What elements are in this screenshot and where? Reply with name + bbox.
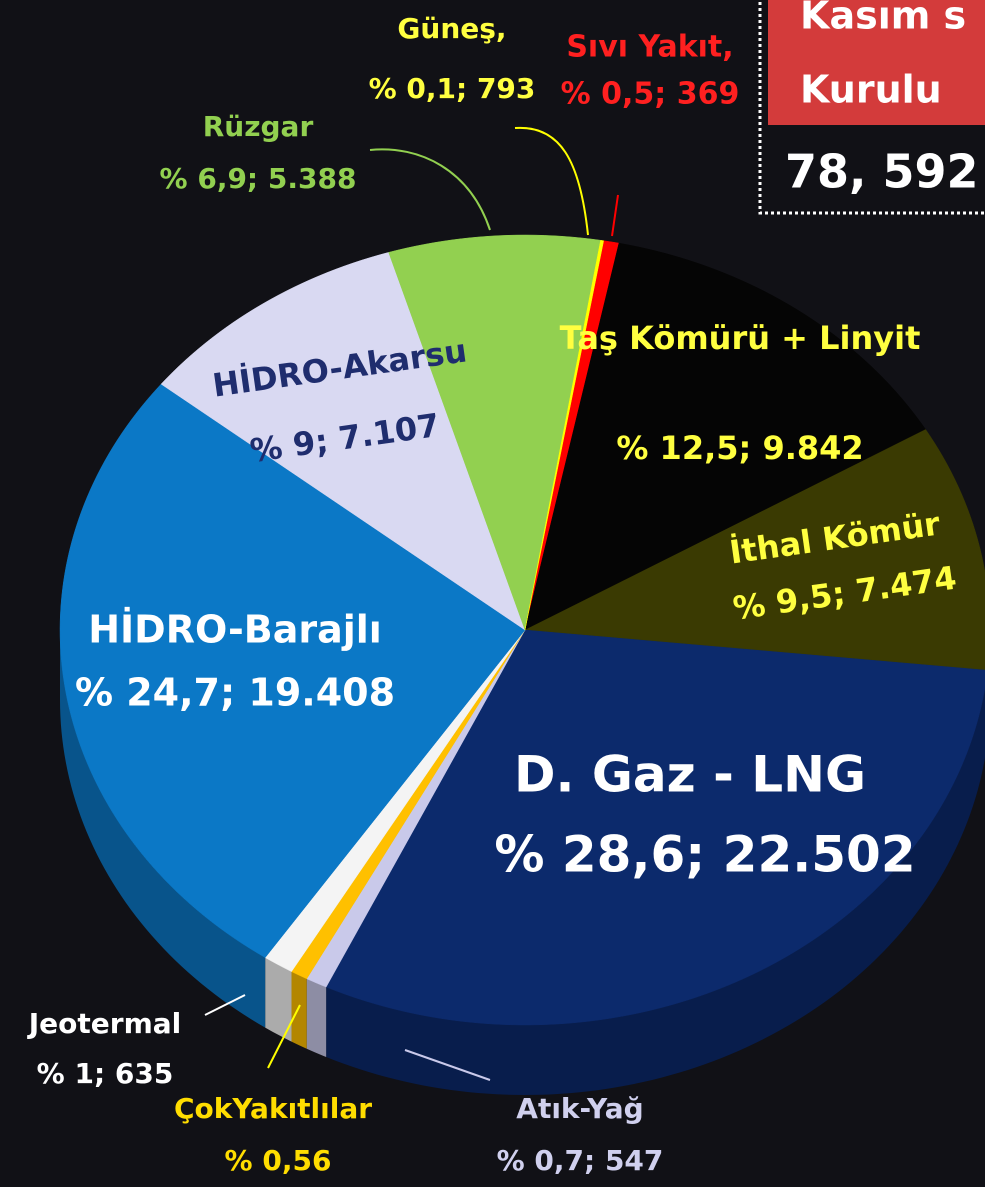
arrows xyxy=(204,126,619,1081)
slice-side xyxy=(265,957,292,1042)
box-header xyxy=(768,0,985,125)
slice xyxy=(524,239,604,631)
box-line: Kurulu xyxy=(800,68,942,112)
slice-label: D. Gaz - LNG xyxy=(514,746,866,804)
value-label: % 0,56 xyxy=(225,1144,332,1177)
slice xyxy=(524,429,985,671)
slice xyxy=(59,383,526,958)
slice-side xyxy=(291,971,307,1049)
value-label: % 1; 635 xyxy=(37,1057,174,1090)
box-border xyxy=(758,0,985,215)
slice-side xyxy=(306,978,327,1058)
slice-label: ÇokYakıtlılar xyxy=(174,1092,372,1125)
slice-label: Taş Kömürü + Linyit xyxy=(560,319,921,357)
value-label: % 24,7; 19.408 xyxy=(75,671,395,715)
slice xyxy=(524,242,927,631)
info-box: Kasım s Kurulu 78, 592 xyxy=(758,0,985,215)
value-label: % 0,5; 369 xyxy=(561,77,740,112)
slice-label: Jeotermal xyxy=(27,1007,182,1040)
slice xyxy=(325,629,985,1026)
value-label: % 6,9; 5.388 xyxy=(160,162,357,195)
slice-label: Sıvı Yakıt, xyxy=(566,30,733,65)
slice-label: HİDRO-Barajlı xyxy=(88,608,382,652)
slice-label: Atık-Yağ xyxy=(516,1092,643,1125)
slice-label: Güneş, xyxy=(397,12,506,45)
value-label: % 0,1; 793 xyxy=(369,72,536,105)
box-total: 78, 592 xyxy=(785,145,979,199)
value-label: % 12,5; 9.842 xyxy=(616,429,863,467)
slice-side xyxy=(60,630,266,1028)
slice-side xyxy=(326,687,985,1095)
box-line: Kasım s xyxy=(800,0,966,38)
slice xyxy=(160,252,526,631)
slice xyxy=(388,234,601,631)
value-label: % 0,7; 547 xyxy=(497,1144,664,1177)
slice-label: Rüzgar xyxy=(203,110,314,143)
value-label: % 28,6; 22.502 xyxy=(494,826,915,884)
